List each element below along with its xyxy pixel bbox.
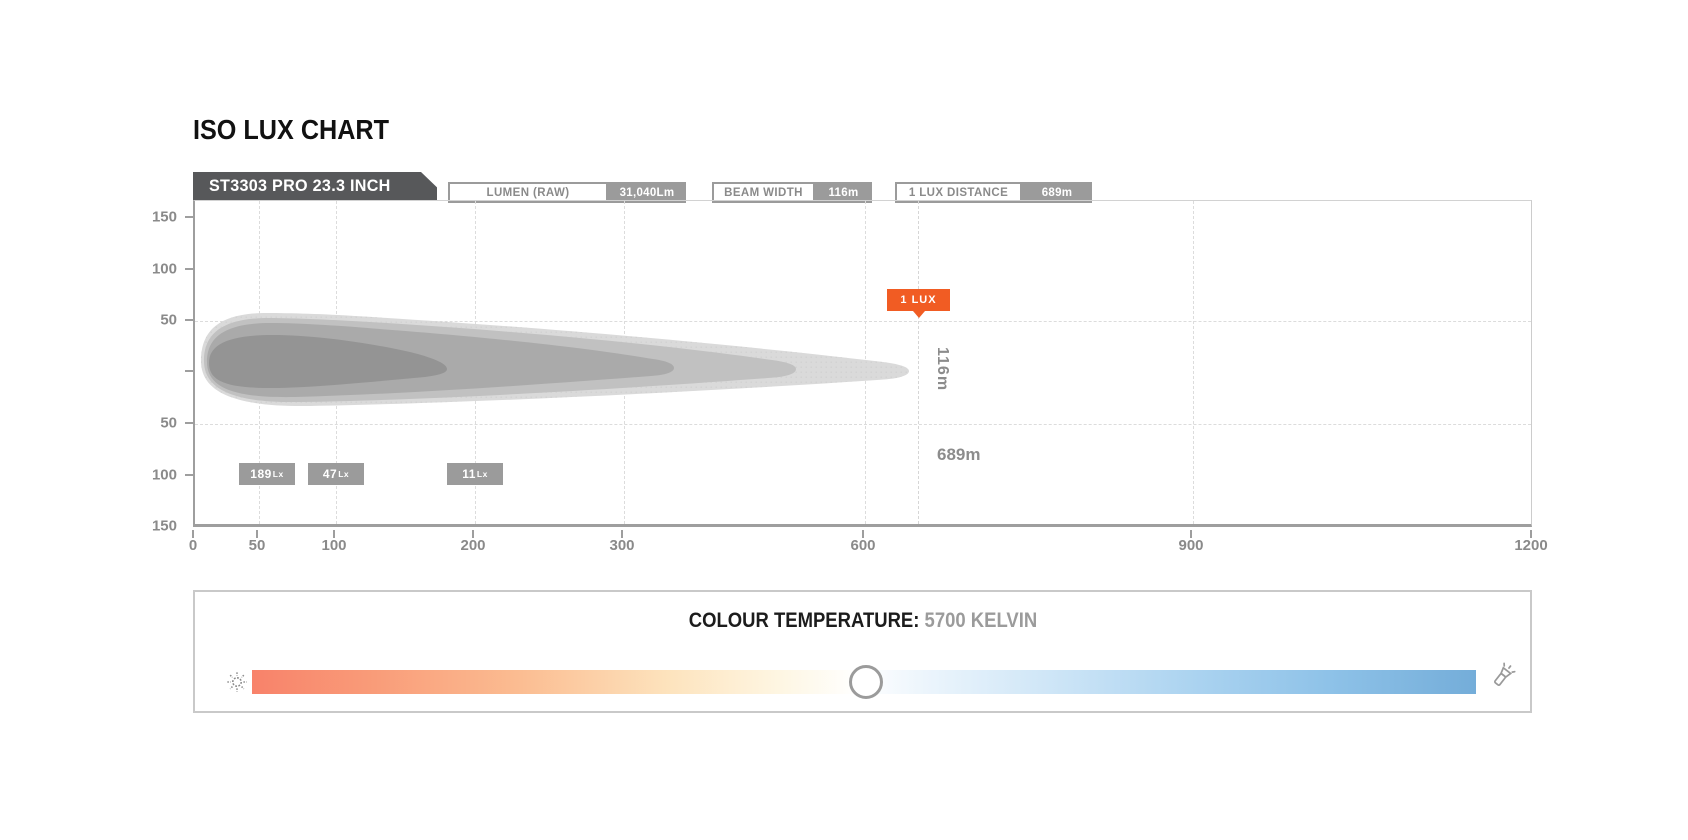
- lux-chip-47: 47 Lx: [308, 463, 364, 485]
- lux-chip-47-unit: Lx: [338, 469, 350, 479]
- colour-temperature-panel: COLOUR TEMPERATURE: 5700 KELVIN: [193, 590, 1532, 713]
- x-axis-labels: 0 50 100 200 300 600 900 1200: [189, 537, 1548, 555]
- product-badge: ST3303 PRO 23.3 INCH: [193, 172, 437, 200]
- stat-one-lux-distance-value: 689m: [1022, 182, 1092, 203]
- x-tick-200: 200: [460, 537, 486, 554]
- gridline-y-minus50: [195, 424, 1531, 425]
- stat-lumen: LUMEN (RAW) 31,040Lm: [448, 182, 686, 203]
- y-tick-150-bottom: 150: [151, 517, 177, 535]
- one-lux-marker-line: [918, 201, 919, 524]
- colour-temperature-slider-handle[interactable]: [849, 665, 883, 699]
- stat-lumen-value: 31,040Lm: [608, 182, 686, 203]
- lux-chip-47-value: 47: [322, 467, 338, 481]
- y-tick-100-top: 100: [151, 260, 177, 278]
- lux-chip-11: 11 Lx: [447, 463, 503, 485]
- y-tick-100-bottom: 100: [151, 466, 177, 484]
- product-badge-label: ST3303 PRO 23.3 INCH: [209, 176, 391, 195]
- y-axis-labels: 150 100 50 50 100 150: [125, 200, 177, 535]
- stat-one-lux-distance-label: 1 LUX DISTANCE: [895, 182, 1022, 203]
- lux-chip-189-unit: Lx: [272, 469, 284, 479]
- lux-chip-189-value: 189: [250, 467, 272, 481]
- colour-temperature-value: 5700 KELVIN: [924, 609, 1037, 632]
- beam-width-annotation: 116m: [934, 347, 951, 392]
- colour-temperature-heading: COLOUR TEMPERATURE:: [688, 609, 919, 632]
- stat-beam-width-value: 116m: [815, 182, 872, 203]
- lux-chip-11-value: 11: [462, 467, 476, 481]
- y-tick-50-top: 50: [160, 311, 177, 329]
- x-tick-0: 0: [188, 537, 198, 554]
- y-tick-150-top: 150: [151, 208, 177, 226]
- lux-chip-11-unit: Lx: [476, 469, 488, 479]
- colour-temperature-title: COLOUR TEMPERATURE: 5700 KELVIN: [195, 609, 1530, 633]
- x-tick-50: 50: [248, 537, 266, 554]
- stat-beam-width: BEAM WIDTH 116m: [712, 182, 872, 203]
- y-tick-50-bottom: 50: [160, 414, 177, 432]
- stat-one-lux-distance: 1 LUX DISTANCE 689m: [895, 182, 1092, 203]
- contour-189lx: [209, 335, 447, 388]
- x-tick-900: 900: [1178, 537, 1204, 554]
- x-tick-300: 300: [609, 537, 635, 554]
- y-axis-ticks: [183, 200, 193, 527]
- stat-beam-width-label: BEAM WIDTH: [712, 182, 815, 203]
- iso-lux-plot: 1 LUX 116m 689m 189 Lx 47 Lx 11 Lx: [193, 200, 1532, 527]
- one-lux-badge: 1 LUX: [887, 289, 950, 311]
- x-tick-100: 100: [321, 537, 347, 554]
- x-tick-600: 600: [850, 537, 876, 554]
- beam-contours-chart: [201, 313, 909, 407]
- lux-chip-189: 189 Lx: [239, 463, 295, 485]
- one-lux-distance-annotation: 689m: [937, 445, 981, 464]
- flashlight-icon: [1487, 662, 1517, 692]
- page-title: ISO LUX CHART: [193, 114, 390, 145]
- stat-lumen-label: LUMEN (RAW): [448, 182, 608, 203]
- x-axis-ticks: [192, 530, 1532, 538]
- sun-icon: [226, 671, 248, 693]
- x-tick-1200: 1200: [1514, 537, 1548, 554]
- gridline-x-900: [1193, 201, 1194, 524]
- gridline-y-plus50: [195, 321, 1531, 322]
